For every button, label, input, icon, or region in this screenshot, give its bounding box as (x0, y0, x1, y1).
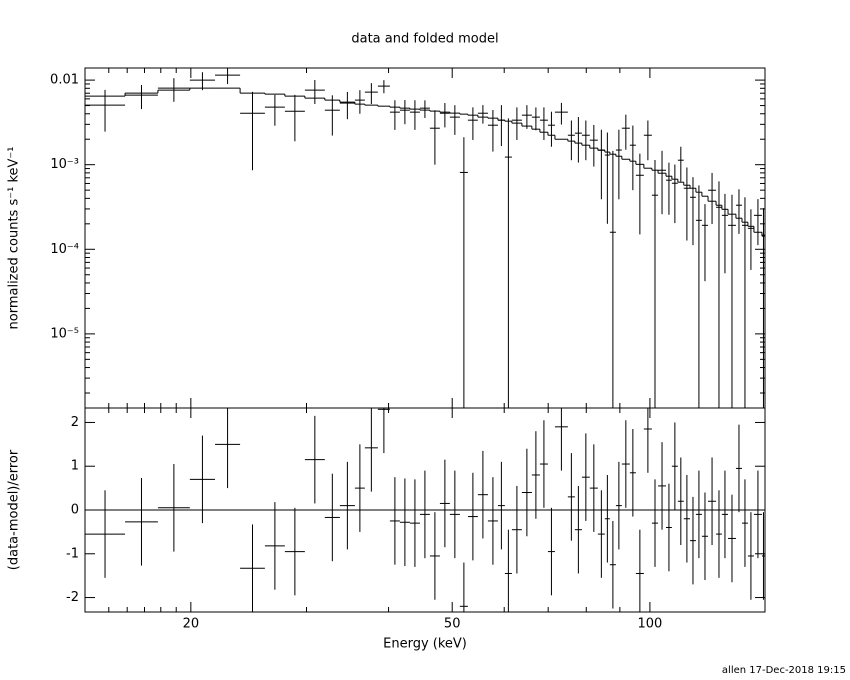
chart-title: data and folded model (351, 32, 498, 47)
y-tick-label: 2 (71, 415, 79, 430)
x-axis-label: Energy (keV) (383, 637, 467, 652)
y-tick-label: 1 (71, 459, 79, 474)
plot-area (85, 408, 765, 612)
panel-frame (84, 67, 766, 409)
x-tick-label: 100 (638, 617, 663, 632)
x-tick-label: 50 (444, 617, 461, 632)
y-tick-label: 0 (71, 503, 79, 518)
y-tick-label: 10⁻³ (50, 157, 79, 172)
y-tick-label: 10⁻⁵ (50, 326, 79, 341)
y-tick-label: 10⁻⁴ (50, 242, 79, 257)
plot-area (85, 68, 765, 408)
x-tick-label: 20 (183, 617, 200, 632)
footer: allen 17-Dec-2018 19:15 (722, 665, 846, 676)
y-tick-label: -2 (66, 590, 79, 605)
y-axis-label: normalized counts s⁻¹ keV⁻¹ (7, 147, 22, 330)
y-tick-label: -1 (66, 546, 79, 561)
y-axis-label: (data-model)/error (7, 449, 22, 570)
y-tick-label: 0.01 (50, 73, 79, 88)
